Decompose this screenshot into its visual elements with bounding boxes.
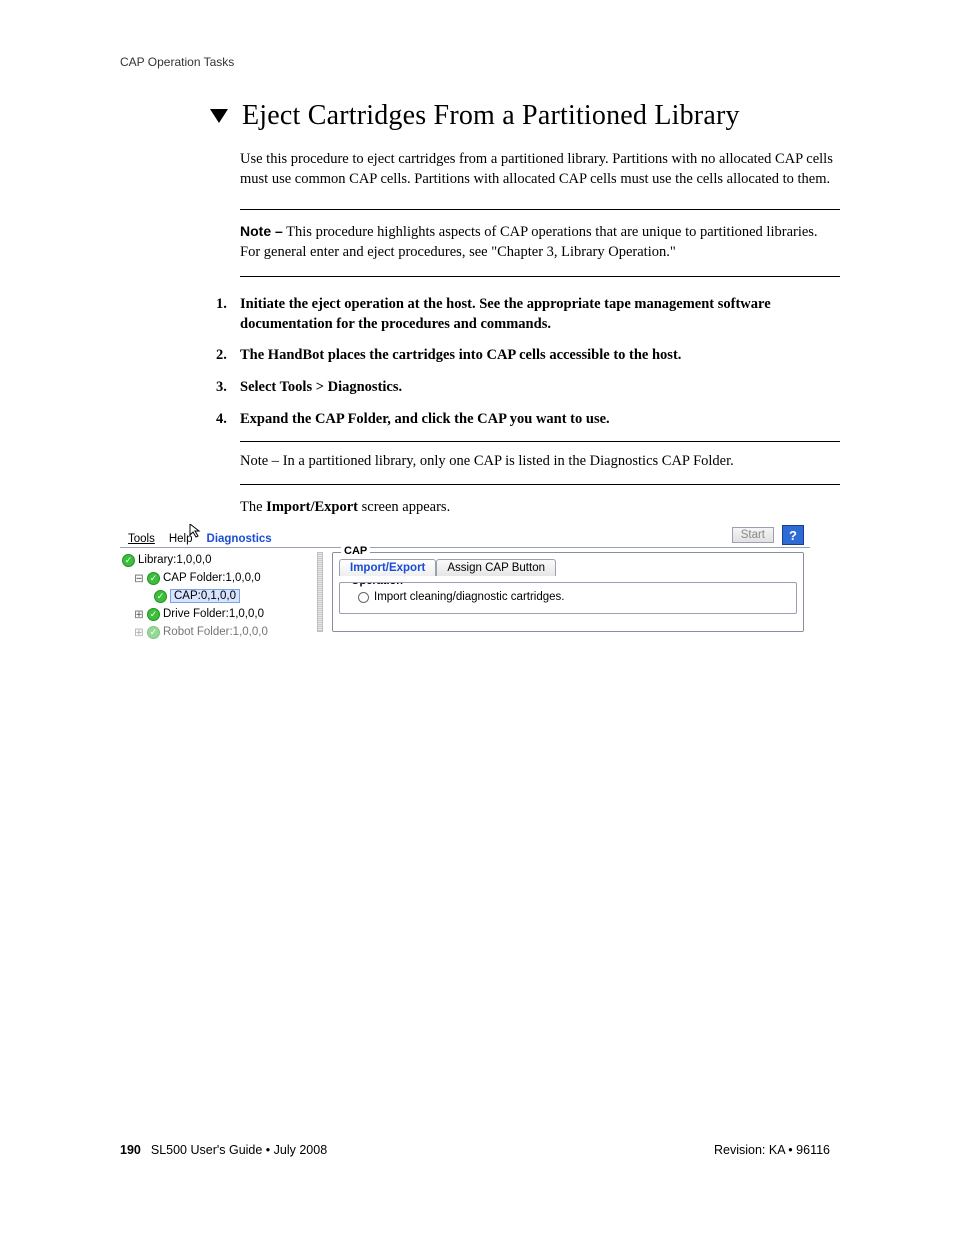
step-2: The HandBot places the cartridges into C… — [210, 346, 840, 366]
footer-left: 190 SL500 User's Guide • July 2008 — [120, 1143, 327, 1157]
embedded-screenshot: Tools Help Diagnostics Start ? ✓Library:… — [120, 524, 810, 640]
after-suffix: screen appears. — [358, 499, 450, 515]
footer-guide: SL500 User's Guide • July 2008 — [151, 1143, 327, 1157]
menubar-right: Start ? — [732, 525, 804, 547]
page-number: 190 — [120, 1143, 141, 1157]
start-button[interactable]: Start — [732, 527, 774, 543]
menu-tools[interactable]: Tools — [126, 531, 157, 547]
splitter-handle[interactable] — [317, 552, 323, 632]
step-4: Expand the CAP Folder, and click the CAP… — [210, 410, 840, 430]
section-title-row: Eject Cartridges From a Partitioned Libr… — [210, 100, 840, 132]
operation-legend: Operation — [348, 582, 406, 587]
after-text: The Import/Export screen appears. — [240, 499, 840, 516]
tree-label: Robot Folder:1,0,0,0 — [163, 626, 268, 638]
radio-icon[interactable] — [358, 592, 369, 603]
after-prefix: The — [240, 499, 266, 515]
note-box-1: Note – This procedure highlights aspects… — [240, 209, 840, 277]
tree-pane: ✓Library:1,0,0,0 ⊟✓CAP Folder:1,0,0,0 ✓C… — [120, 548, 310, 640]
cap-fieldset: CAP Import/Export Assign CAP Button Oper… — [332, 552, 804, 632]
intro-paragraph: Use this procedure to eject cartridges f… — [240, 150, 840, 189]
footer-right: Revision: KA • 96116 — [714, 1143, 830, 1157]
ordered-steps: Initiate the eject operation at the host… — [210, 295, 840, 429]
triangle-down-icon — [210, 109, 228, 123]
tree-label: Drive Folder:1,0,0,0 — [163, 608, 264, 620]
note-text: This procedure highlights aspects of CAP… — [240, 224, 818, 260]
check-icon: ✓ — [147, 608, 160, 621]
splitter-col — [310, 548, 330, 640]
note-text-2: In a partitioned library, only one CAP i… — [279, 453, 734, 469]
menubar: Tools Help Diagnostics Start ? — [120, 524, 810, 548]
cap-legend: CAP — [341, 545, 370, 557]
section-title: Eject Cartridges From a Partitioned Libr… — [242, 100, 740, 132]
expand-icon[interactable]: ⊞ — [134, 607, 144, 621]
tab-assign-cap[interactable]: Assign CAP Button — [436, 559, 556, 576]
tree-cap-item[interactable]: ✓CAP:0,1,0,0 — [122, 587, 308, 605]
note-label-2: Note – — [240, 453, 279, 469]
check-icon: ✓ — [154, 590, 167, 603]
page: CAP Operation Tasks Eject Cartridges Fro… — [0, 0, 954, 1235]
step-3: Select Tools > Diagnostics. — [210, 378, 840, 398]
check-icon: ✓ — [122, 554, 135, 567]
help-button[interactable]: ? — [782, 525, 804, 545]
collapse-icon[interactable]: ⊟ — [134, 571, 144, 585]
step-1: Initiate the eject operation at the host… — [210, 295, 840, 334]
right-pane: CAP Import/Export Assign CAP Button Oper… — [330, 548, 810, 640]
menu-diagnostics[interactable]: Diagnostics — [205, 531, 274, 547]
tree-robot-folder[interactable]: ⊞✓Robot Folder:1,0,0,0 — [122, 623, 308, 640]
tree-label: CAP Folder:1,0,0,0 — [163, 572, 261, 584]
tabs-row: Import/Export Assign CAP Button — [339, 559, 797, 576]
screenshot-body: ✓Library:1,0,0,0 ⊟✓CAP Folder:1,0,0,0 ✓C… — [120, 548, 810, 640]
content-column: Eject Cartridges From a Partitioned Libr… — [210, 100, 840, 530]
check-icon: ✓ — [147, 626, 160, 639]
tree-label-selected: CAP:0,1,0,0 — [170, 589, 240, 603]
tree-drive-folder[interactable]: ⊞✓Drive Folder:1,0,0,0 — [122, 605, 308, 623]
cursor-icon — [188, 524, 204, 538]
after-bold: Import/Export — [266, 499, 358, 515]
operation-fieldset: Operation Import cleaning/diagnostic car… — [339, 582, 797, 614]
note-box-2: Note – In a partitioned library, only on… — [240, 441, 840, 485]
expand-icon[interactable]: ⊞ — [134, 625, 144, 639]
check-icon: ✓ — [147, 572, 160, 585]
tree-library[interactable]: ✓Library:1,0,0,0 — [122, 551, 308, 569]
tree-cap-folder[interactable]: ⊟✓CAP Folder:1,0,0,0 — [122, 569, 308, 587]
radio-row[interactable]: Import cleaning/diagnostic cartridges. — [348, 591, 788, 603]
tree-label: Library:1,0,0,0 — [138, 554, 212, 566]
note-label: Note – — [240, 223, 283, 239]
tab-import-export[interactable]: Import/Export — [339, 559, 436, 576]
radio-label: Import cleaning/diagnostic cartridges. — [374, 591, 565, 603]
page-footer: 190 SL500 User's Guide • July 2008 Revisi… — [120, 1143, 830, 1157]
running-header: CAP Operation Tasks — [120, 55, 234, 69]
